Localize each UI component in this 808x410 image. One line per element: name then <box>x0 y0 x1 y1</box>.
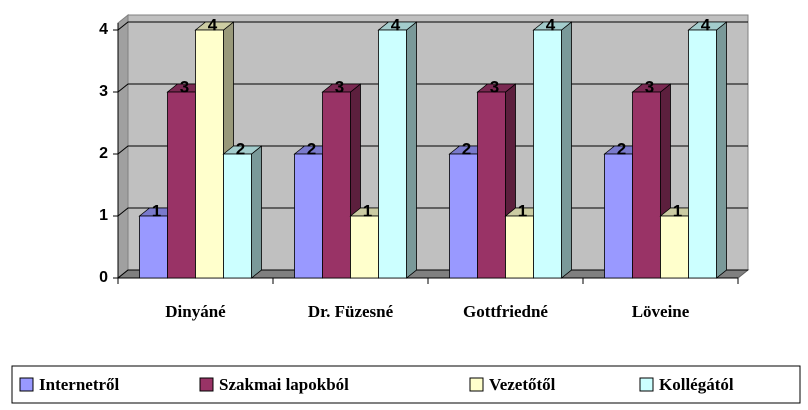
bar <box>195 29 224 279</box>
legend-swatch <box>19 377 34 392</box>
bar-side <box>716 21 727 279</box>
bar-side <box>561 21 572 279</box>
data-label: 1 <box>673 201 682 220</box>
bar <box>533 29 562 279</box>
y-tick-label: 1 <box>99 207 108 224</box>
legend-swatch <box>199 377 214 392</box>
bar <box>294 153 323 279</box>
bar <box>167 91 196 279</box>
bar <box>632 91 661 279</box>
legend-swatch <box>639 377 654 392</box>
data-label: 1 <box>363 201 372 220</box>
legend-label: Internetről <box>39 375 120 394</box>
bar <box>378 29 407 279</box>
bar-side <box>251 145 262 279</box>
legend-label: Vezetőtől <box>489 375 556 394</box>
data-label: 1 <box>152 201 161 220</box>
legend-label: Szakmai lapokból <box>219 375 349 394</box>
data-label: 3 <box>645 77 654 96</box>
data-label: 3 <box>490 77 499 96</box>
data-label: 2 <box>307 139 316 158</box>
data-label: 2 <box>462 139 471 158</box>
bar <box>505 215 534 279</box>
bar-side <box>406 21 417 279</box>
bar <box>477 91 506 279</box>
data-label: 2 <box>617 139 626 158</box>
data-label: 4 <box>546 15 556 34</box>
data-label: 3 <box>335 77 344 96</box>
data-label: 4 <box>701 15 711 34</box>
bar <box>449 153 478 279</box>
data-label: 2 <box>236 139 245 158</box>
bar <box>660 215 689 279</box>
y-tick-label: 0 <box>99 269 108 286</box>
y-tick-label: 4 <box>99 21 108 38</box>
y-tick-label: 2 <box>99 145 108 162</box>
data-label: 4 <box>208 15 218 34</box>
data-label: 4 <box>391 15 401 34</box>
bar <box>350 215 379 279</box>
side-wall <box>117 13 129 280</box>
x-tick-label: Dinyáné <box>165 302 226 321</box>
y-tick-label: 3 <box>99 83 108 100</box>
data-label: 3 <box>180 77 189 96</box>
x-tick-label: Dr. Füzesné <box>308 302 394 321</box>
bar <box>688 29 717 279</box>
data-label: 1 <box>518 201 527 220</box>
grid-line <box>117 21 748 31</box>
legend-box <box>11 365 801 404</box>
bar <box>223 153 252 279</box>
bar <box>139 215 168 279</box>
legend-swatch <box>469 377 484 392</box>
x-tick-label: Löveine <box>632 302 690 321</box>
legend-label: Kollégától <box>659 375 734 394</box>
bar <box>604 153 633 279</box>
x-tick-label: Gottfriedné <box>463 302 548 321</box>
bar <box>322 91 351 279</box>
